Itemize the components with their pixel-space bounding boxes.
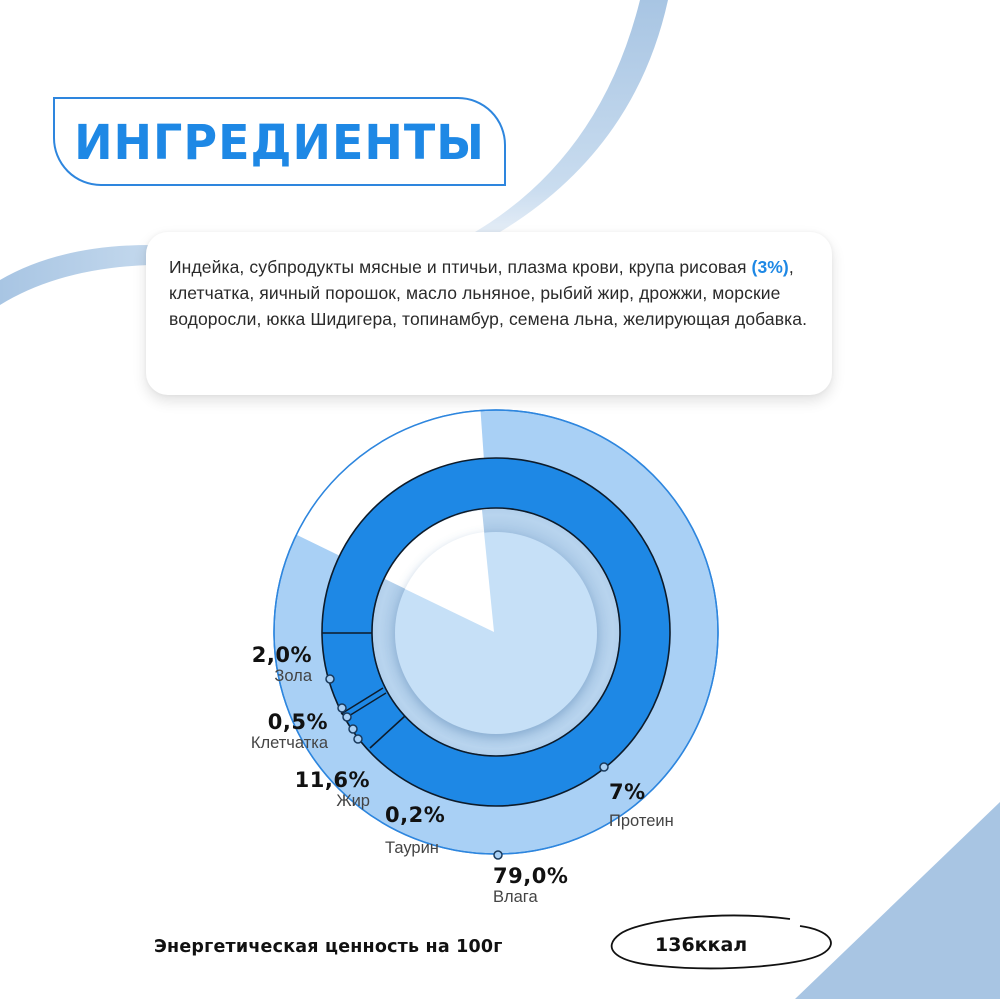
marker-protein <box>599 762 609 772</box>
label-value: 0,5% <box>267 710 328 734</box>
title-box: ИНГРЕДИЕНТЫ <box>53 97 506 186</box>
label-fiber: 0,5% Клетчатка <box>212 712 328 752</box>
segment-line-fat <box>369 715 406 749</box>
energy-label: Энергетическая ценность на 100г <box>154 937 503 957</box>
ingredients-card: Индейка, субпродукты мясные и птичьи, пл… <box>146 232 832 395</box>
label-value: 79,0% <box>493 864 569 888</box>
decor-ribbon-left <box>0 245 150 305</box>
ingredients-text-part: , клетчатка, яичный порошок, масло льнян… <box>169 257 808 329</box>
energy-value: 136ккал <box>655 934 748 956</box>
label-value: 2,0% <box>251 643 312 667</box>
segment-line-fiber-a <box>340 687 384 715</box>
marker-moisture <box>493 850 503 860</box>
rice-percent-highlight: (3%) <box>751 257 789 277</box>
marker-taurine <box>353 734 363 744</box>
ingredients-text: Индейка, субпродукты мясные и птичьи, пл… <box>169 254 808 332</box>
marker-fiber-1 <box>337 703 347 713</box>
marker-zola <box>325 674 335 684</box>
label-protein: 7% Протеин <box>609 782 674 830</box>
page-title: ИНГРЕДИЕНТЫ <box>74 113 485 170</box>
label-name: Протеин <box>609 812 674 830</box>
decor-triangle <box>795 802 1000 999</box>
marker-fiber-2 <box>342 712 352 722</box>
decor-ribbon-top <box>470 0 668 235</box>
label-moisture: 79,0% Влага <box>493 866 568 906</box>
label-value: 0,2% <box>385 803 446 827</box>
label-fat: 11,6% Жир <box>270 770 370 810</box>
label-name: Таурин <box>385 839 439 857</box>
label-value: 11,6% <box>294 768 370 792</box>
middle-ring <box>322 458 670 806</box>
kcal-ellipse <box>610 914 832 970</box>
marker-fat <box>348 724 358 734</box>
label-zola: 2,0% Зола <box>212 645 312 685</box>
label-value: 7% <box>609 780 646 804</box>
label-name: Влага <box>493 888 538 906</box>
label-name: Клетчатка <box>250 734 328 752</box>
label-taurine: 0,2% Таурин <box>385 805 445 857</box>
label-name: Зола <box>274 667 312 685</box>
ingredients-text-part: Индейка, субпродукты мясные и птичьи, пл… <box>169 257 752 277</box>
label-name: Жир <box>336 792 370 810</box>
